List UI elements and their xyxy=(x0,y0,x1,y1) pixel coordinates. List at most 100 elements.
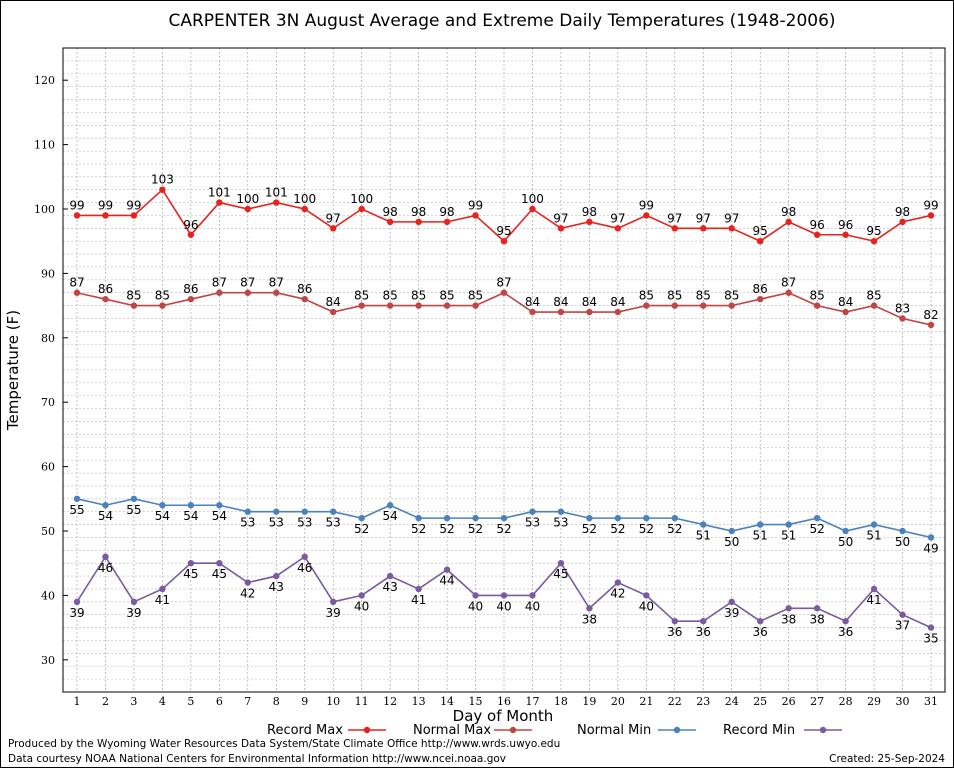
data-point xyxy=(102,212,109,219)
data-label: 84 xyxy=(582,295,597,309)
data-label: 97 xyxy=(667,211,682,225)
data-label: 54 xyxy=(183,509,198,523)
data-point xyxy=(927,212,935,219)
series-layer: 99 99 99 103 96 101 100 101 100 97 100 98 98 98 99 95 10… xyxy=(69,173,938,646)
data-point xyxy=(273,508,280,515)
data-point xyxy=(102,295,109,303)
data-point xyxy=(443,566,451,573)
data-point xyxy=(102,553,109,560)
data-point xyxy=(785,218,792,226)
data-point xyxy=(159,186,166,193)
data-point xyxy=(614,225,622,232)
x-tick-label: 29 xyxy=(867,695,881,708)
x-tick-label: 10 xyxy=(326,695,340,708)
y-axis: 30 40 50 60 70 80 90 100 110 120 xyxy=(34,74,68,667)
data-point xyxy=(102,502,109,509)
data-point xyxy=(700,617,707,625)
data-label: 45 xyxy=(212,567,227,581)
data-label: 52 xyxy=(439,522,454,536)
x-tick-label: 2 xyxy=(102,695,109,708)
data-point xyxy=(244,508,251,515)
series-normal-max: 87 86 85 85 86 87 87 87 86 84 85 85 85 85 85 87 84 84 84 84… xyxy=(69,276,939,329)
footer-credit-line: Produced by the Wyoming Water Resources … xyxy=(8,738,561,750)
data-label: 38 xyxy=(781,612,796,626)
data-point xyxy=(358,514,365,522)
data-label: 97 xyxy=(724,211,739,225)
data-point xyxy=(785,521,792,528)
data-label: 85 xyxy=(667,289,682,303)
data-label: 98 xyxy=(781,205,796,219)
data-label: 95 xyxy=(753,224,768,238)
y-tick-label: 90 xyxy=(41,267,55,280)
data-label: 50 xyxy=(724,535,739,549)
data-label: 40 xyxy=(525,599,540,613)
data-label: 85 xyxy=(411,289,426,303)
data-label: 83 xyxy=(895,301,910,315)
data-label: 87 xyxy=(240,276,255,290)
data-point xyxy=(443,218,451,226)
y-axis-title: Temperature (F) xyxy=(4,310,22,431)
data-point xyxy=(870,585,878,593)
data-point xyxy=(529,592,536,599)
data-label: 53 xyxy=(326,516,341,530)
x-tick-label: 23 xyxy=(696,695,710,708)
legend-swatch-marker xyxy=(819,726,827,734)
data-label: 101 xyxy=(265,186,288,200)
data-label: 97 xyxy=(696,211,711,225)
data-label: 52 xyxy=(610,522,625,536)
series-record-min: 39 46 39 41 45 45 42 43 46 39 40 43 41 44 40 40 40 45 38 42… xyxy=(69,553,939,646)
created-date: Created: 25-Sep-2024 xyxy=(829,753,945,765)
data-point xyxy=(415,302,422,309)
data-label: 52 xyxy=(354,522,369,536)
x-tick-label: 27 xyxy=(810,695,824,708)
data-point xyxy=(643,514,650,522)
x-tick-label: 20 xyxy=(611,695,625,708)
data-label: 99 xyxy=(126,198,141,212)
data-label: 99 xyxy=(468,198,483,212)
legend-swatch-marker xyxy=(509,726,517,734)
data-point xyxy=(842,617,849,625)
data-point xyxy=(614,308,622,316)
legend-label: Record Max xyxy=(267,723,343,738)
data-point xyxy=(130,212,138,219)
data-point xyxy=(529,308,536,316)
data-point xyxy=(358,302,365,309)
data-label: 84 xyxy=(525,295,540,309)
data-label: 85 xyxy=(696,289,711,303)
data-point xyxy=(73,495,81,502)
data-point xyxy=(73,598,81,606)
data-label: 85 xyxy=(439,289,454,303)
data-label: 101 xyxy=(208,186,231,200)
legend: Record Max Normal Max Normal Min Record Min xyxy=(267,723,842,738)
data-label: 85 xyxy=(724,289,739,303)
data-label: 51 xyxy=(781,529,796,543)
data-point xyxy=(927,534,935,541)
data-point xyxy=(671,514,678,522)
data-label: 95 xyxy=(866,224,881,238)
data-label: 54 xyxy=(212,509,227,523)
data-label: 96 xyxy=(838,218,853,232)
data-point xyxy=(557,560,565,567)
data-point xyxy=(757,617,764,625)
data-label: 98 xyxy=(895,205,910,219)
data-point xyxy=(870,238,878,245)
data-point xyxy=(728,225,735,232)
data-label: 53 xyxy=(269,516,284,530)
data-label: 100 xyxy=(293,192,316,206)
data-label: 87 xyxy=(781,276,796,290)
data-label: 51 xyxy=(753,529,768,543)
data-point xyxy=(358,592,365,599)
data-label: 39 xyxy=(724,606,739,620)
data-point xyxy=(500,514,508,522)
data-label: 45 xyxy=(553,567,568,581)
data-label: 84 xyxy=(326,295,341,309)
data-label: 40 xyxy=(496,599,511,613)
data-point xyxy=(500,592,508,599)
data-label: 85 xyxy=(382,289,397,303)
data-label: 96 xyxy=(809,218,824,232)
x-tick-label: 22 xyxy=(668,695,682,708)
data-label: 39 xyxy=(69,606,84,620)
data-point xyxy=(728,527,735,535)
chart-title: CARPENTER 3N August Average and Extreme … xyxy=(168,11,835,31)
